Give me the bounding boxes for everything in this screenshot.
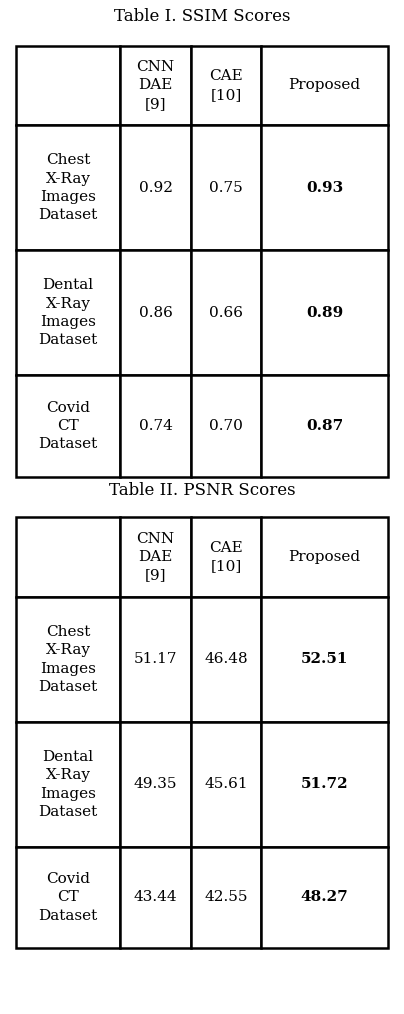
Text: Chest
X-Ray
Images
Dataset: Chest X-Ray Images Dataset	[38, 153, 98, 222]
Text: Covid
CT
Dataset: Covid CT Dataset	[38, 401, 98, 451]
Bar	[191, 722, 261, 847]
Text: Chest
X-Ray
Images
Dataset: Chest X-Ray Images Dataset	[38, 625, 98, 694]
Bar	[261, 250, 388, 375]
Bar	[120, 375, 191, 477]
Bar	[261, 847, 388, 948]
Bar	[16, 46, 120, 126]
Bar	[261, 597, 388, 722]
Text: 0.92: 0.92	[139, 180, 173, 195]
Text: 0.66: 0.66	[209, 306, 243, 319]
Text: 0.70: 0.70	[209, 419, 243, 433]
Bar	[191, 46, 261, 126]
Text: 51.17: 51.17	[134, 652, 177, 666]
Text: 0.75: 0.75	[209, 180, 243, 195]
Bar	[16, 847, 120, 948]
Text: 43.44: 43.44	[134, 890, 177, 904]
Text: Dental
X-Ray
Images
Dataset: Dental X-Ray Images Dataset	[38, 749, 98, 819]
Bar	[120, 126, 191, 250]
Bar	[16, 126, 120, 250]
Text: 46.48: 46.48	[204, 652, 248, 666]
Text: CAE
[10]: CAE [10]	[209, 540, 243, 573]
Bar	[261, 46, 388, 126]
Text: 48.27: 48.27	[301, 890, 349, 904]
Bar	[261, 722, 388, 847]
Bar	[16, 597, 120, 722]
Bar	[16, 517, 120, 597]
Text: Covid
CT
Dataset: Covid CT Dataset	[38, 872, 98, 923]
Text: Table II. PSNR Scores: Table II. PSNR Scores	[109, 482, 295, 499]
Text: Dental
X-Ray
Images
Dataset: Dental X-Ray Images Dataset	[38, 278, 98, 348]
Text: 0.86: 0.86	[139, 306, 173, 319]
Text: 0.74: 0.74	[139, 419, 173, 433]
Bar	[16, 375, 120, 477]
Bar	[191, 250, 261, 375]
Bar	[261, 517, 388, 597]
Bar	[191, 847, 261, 948]
Text: 45.61: 45.61	[204, 778, 248, 791]
Text: 0.87: 0.87	[306, 419, 343, 433]
Bar	[120, 597, 191, 722]
Text: 51.72: 51.72	[301, 778, 349, 791]
Bar	[120, 847, 191, 948]
Bar	[191, 126, 261, 250]
Text: Proposed: Proposed	[288, 78, 361, 92]
Bar	[191, 375, 261, 477]
Bar	[191, 517, 261, 597]
Bar	[120, 250, 191, 375]
Bar	[16, 722, 120, 847]
Bar	[261, 126, 388, 250]
Text: 0.89: 0.89	[306, 306, 343, 319]
Bar	[16, 250, 120, 375]
Text: 0.93: 0.93	[306, 180, 343, 195]
Text: CNN
DAE
[9]: CNN DAE [9]	[137, 60, 175, 111]
Bar	[191, 597, 261, 722]
Text: 52.51: 52.51	[301, 652, 348, 666]
Text: Table I. SSIM Scores: Table I. SSIM Scores	[114, 8, 290, 25]
Text: 42.55: 42.55	[204, 890, 248, 904]
Text: CAE
[10]: CAE [10]	[209, 69, 243, 101]
Text: 49.35: 49.35	[134, 778, 177, 791]
Bar	[120, 517, 191, 597]
Bar	[120, 46, 191, 126]
Text: CNN
DAE
[9]: CNN DAE [9]	[137, 531, 175, 582]
Text: Proposed: Proposed	[288, 550, 361, 564]
Bar	[120, 722, 191, 847]
Bar	[261, 375, 388, 477]
